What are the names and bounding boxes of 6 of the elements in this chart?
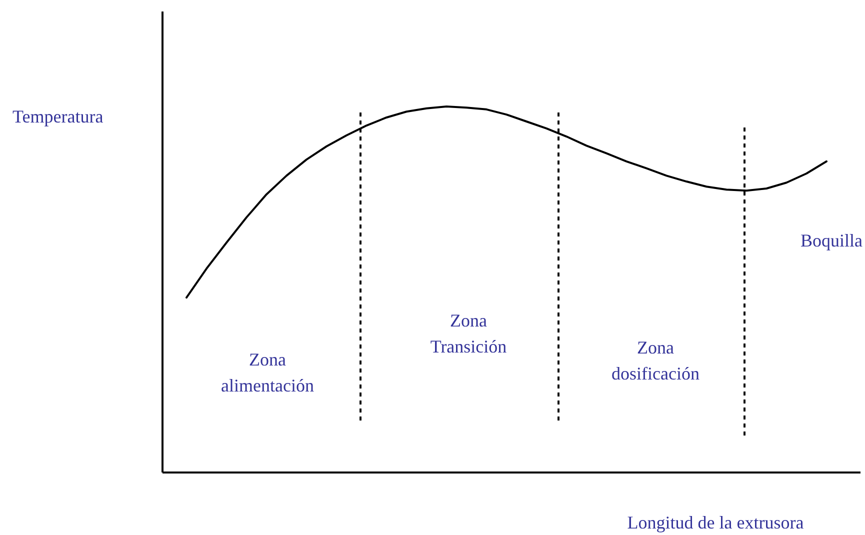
annotation: Zona alimentación: [221, 350, 314, 396]
annotation: Boquilla: [800, 230, 863, 250]
y-axis-title: Temperatura: [12, 106, 104, 126]
x-axis-title: Longitud de la extrusora: [627, 512, 804, 532]
annotation: Zona Transición: [430, 310, 507, 356]
annotation: Zona dosificación: [612, 338, 700, 384]
